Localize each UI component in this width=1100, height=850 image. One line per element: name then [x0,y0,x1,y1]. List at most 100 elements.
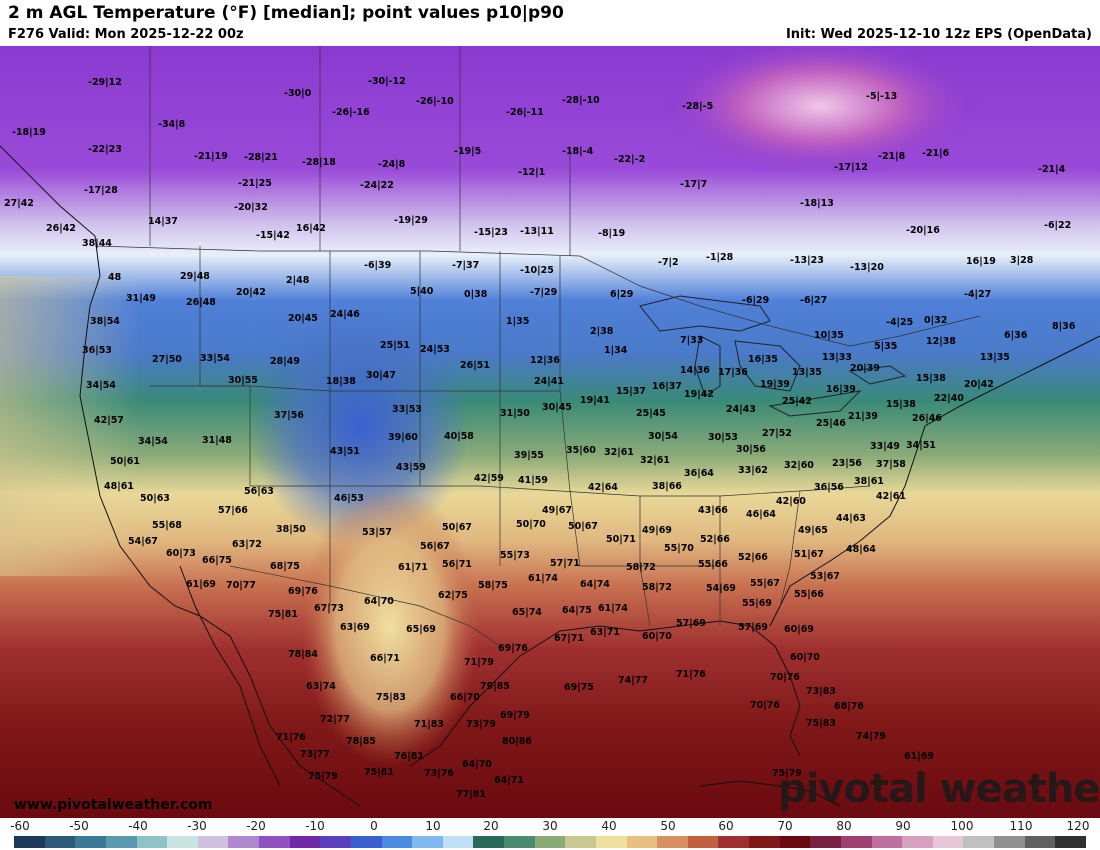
scale-swatch [412,836,443,848]
point-value: 58|72 [626,562,656,573]
point-value: -18|-4 [562,146,594,157]
point-value: -22|-2 [614,154,645,165]
scale-tick: -20 [246,819,266,833]
point-value: 0|32 [924,315,947,326]
scale-tick: -50 [69,819,89,833]
point-value: 73|76 [424,768,454,779]
point-value: -13|11 [520,226,554,237]
point-value: -13|20 [850,262,884,273]
temperature-map: -29|12 -30|0 -30|-12 -26|-10 -28|-10 -28|-5 -2… [0,46,1100,818]
point-value: 24|43 [726,404,756,415]
point-value: 44|63 [836,513,866,524]
scale-swatch [105,836,137,848]
point-value: 25|51 [380,340,410,351]
point-value: 5|40 [410,286,434,297]
scale-swatch [963,836,994,848]
point-value: -22|23 [88,144,122,155]
point-value: 18|38 [326,376,356,387]
point-value: 50|70 [516,519,546,530]
map-header: 2 m AGL Temperature (°F) [median]; point… [0,0,1100,46]
point-value: 16|42 [296,223,326,234]
map-title: 2 m AGL Temperature (°F) [median]; point… [8,3,564,23]
point-value: 49|65 [798,525,828,536]
point-value: 75|79 [308,771,338,782]
point-value: 51|67 [794,549,824,560]
scale-swatch [75,836,106,848]
point-value: 13|35 [980,352,1010,363]
point-value: 66|75 [202,555,232,566]
point-value: 62|75 [438,590,468,601]
point-value: 63|72 [232,539,262,550]
scale-swatch [504,836,535,848]
point-value: 60|69 [784,624,814,635]
point-value: -6|29 [742,295,769,306]
point-value: 63|71 [590,627,620,638]
point-value: 38|61 [854,476,884,487]
point-value: 74|79 [856,731,886,742]
point-value: -26|-11 [506,107,544,118]
point-value: 38|44 [82,238,112,249]
point-value: 55|68 [152,520,182,531]
scale-swatch [779,836,811,848]
scale-tick: 40 [601,819,617,833]
point-value: 1|34 [604,345,628,356]
point-value: 52|66 [738,552,768,563]
point-value: 15|37 [616,386,646,397]
point-value: 64|74 [580,579,610,590]
point-value: 33|54 [200,353,230,364]
point-value: 6|29 [610,289,633,300]
point-value: 75|81 [268,609,298,620]
point-value: 36|56 [814,482,844,493]
scale-swatch [626,836,658,848]
point-value: 12|38 [926,336,956,347]
scale-tick: 120 [1066,819,1090,833]
point-value: 26|48 [186,297,216,308]
point-value: 29|48 [180,271,210,282]
point-value: 36|53 [82,345,112,356]
point-value: 27|42 [4,198,34,209]
point-value: 69|75 [564,682,594,693]
point-value: -20|32 [234,202,268,213]
point-value: 16|37 [652,381,682,392]
scale-swatch [718,836,749,848]
point-value: 30|53 [708,432,738,443]
point-value: 14|37 [148,216,178,227]
scale-tick: 60 [718,819,734,833]
point-value: -26|-16 [332,107,370,118]
point-value: 57|69 [738,622,768,633]
site-url-watermark: www.pivotalweather.com [14,797,213,813]
point-value: 57|69 [676,618,706,629]
point-value: 73|77 [300,749,330,760]
point-value: 54|67 [128,536,158,547]
scale-swatch [840,836,872,848]
point-value: 14|36 [680,365,710,376]
scale-tick: 50 [660,819,676,833]
point-value: 42|64 [588,482,618,493]
point-value: -20|16 [906,225,940,236]
point-value: -18|19 [12,127,46,138]
point-value: 32|61 [604,447,634,458]
point-value: 68|76 [834,701,864,712]
point-value: 42|60 [776,496,806,507]
point-value: 19|39 [760,379,790,390]
scale-swatch [289,836,321,848]
scale-swatch [749,836,780,848]
scale-swatch [534,836,566,848]
point-value: 43|59 [396,462,426,473]
hudson-bay-warm-area [660,46,980,176]
point-value: -30|0 [284,88,312,99]
point-value: -5|-13 [866,91,897,102]
point-value: 71|79 [464,657,494,668]
point-value: 64|70 [462,759,492,770]
point-value: 34|51 [906,440,936,451]
map-canvas: -29|12 -30|0 -30|-12 -26|-10 -28|-10 -28|-5 -2… [0,46,1100,818]
point-value: 78|84 [288,649,318,660]
point-value: 75|83 [806,718,836,729]
point-value: -28|21 [244,152,278,163]
point-value: 46|64 [746,509,776,520]
point-value: 30|54 [648,431,678,442]
point-value: 80|86 [502,736,532,747]
point-value: -10|25 [520,265,554,276]
point-value: 50|61 [110,456,140,467]
point-value: 34|54 [86,380,116,391]
